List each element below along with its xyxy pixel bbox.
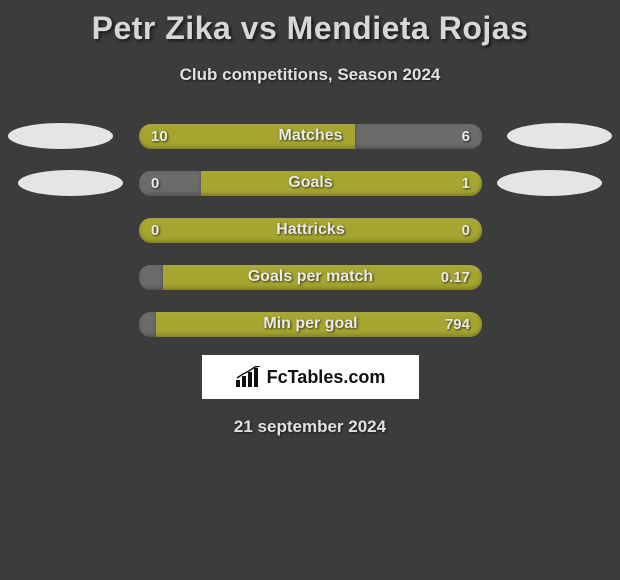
date-text: 21 september 2024: [0, 417, 620, 437]
brand-badge: FcTables.com: [202, 355, 419, 399]
stat-label: Min per goal: [139, 312, 482, 337]
bar-chart-icon: [235, 366, 261, 388]
right-value: 6: [462, 124, 470, 149]
stat-bar: Min per goal 794: [139, 312, 482, 337]
stat-label: Hattricks: [139, 218, 482, 243]
stat-bar: 10 Matches 6: [139, 124, 482, 149]
right-value: 0.17: [441, 265, 470, 290]
right-value: 1: [462, 171, 470, 196]
page-title: Petr Zika vs Mendieta Rojas: [0, 0, 620, 47]
stat-row-matches: 10 Matches 6: [0, 123, 620, 149]
stat-row-goals-per-match: Goals per match 0.17: [0, 264, 620, 290]
stat-row-goals: 0 Goals 1: [0, 170, 620, 196]
stat-bar: 0 Goals 1: [139, 171, 482, 196]
stat-bar: 0 Hattricks 0: [139, 218, 482, 243]
right-ellipse: [497, 170, 602, 196]
stat-row-hattricks: 0 Hattricks 0: [0, 217, 620, 243]
right-value: 794: [445, 312, 470, 337]
left-ellipse: [18, 170, 123, 196]
right-value: 0: [462, 218, 470, 243]
stats-container: 10 Matches 6 0 Goals 1 0 Hattricks 0: [0, 123, 620, 337]
stat-bar: Goals per match 0.17: [139, 265, 482, 290]
stat-label: Matches: [139, 124, 482, 149]
left-ellipse: [8, 123, 113, 149]
brand-text: FcTables.com: [267, 367, 386, 388]
right-ellipse: [507, 123, 612, 149]
subtitle: Club competitions, Season 2024: [0, 65, 620, 85]
stat-label: Goals per match: [139, 265, 482, 290]
stat-label: Goals: [139, 171, 482, 196]
stat-row-min-per-goal: Min per goal 794: [0, 311, 620, 337]
